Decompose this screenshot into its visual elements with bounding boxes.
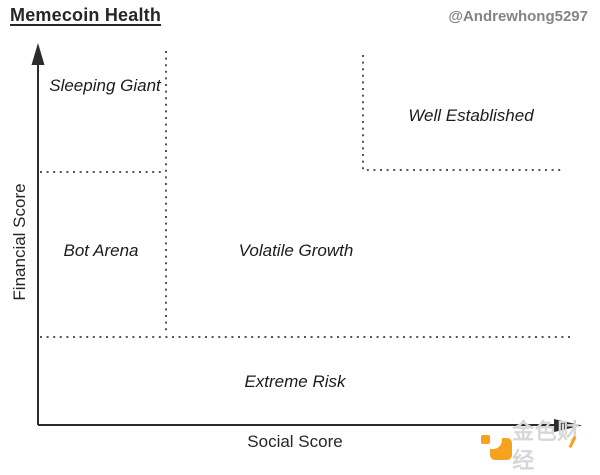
jinse-finance-watermark: 金色财经 xyxy=(480,419,600,473)
page-title: Memecoin Health xyxy=(10,5,162,25)
logo-dot-shape xyxy=(481,434,490,444)
jinse-logo-icon xyxy=(480,432,512,461)
region-label-bot-arena: Bot Arena xyxy=(63,241,139,260)
memecoin-health-diagram: Memecoin Health @Andrewhong5297 Sleeping… xyxy=(10,5,600,473)
logo-notch-shape xyxy=(490,437,502,449)
region-label-extreme-risk: Extreme Risk xyxy=(244,372,346,391)
x-axis-label: Social Score xyxy=(247,432,343,451)
x-axis-arrowhead-icon xyxy=(554,419,582,432)
y-axis-label: Financial Score xyxy=(10,183,29,301)
axes-and-dividers xyxy=(31,43,582,432)
jinse-logo-text: 金色财经 xyxy=(512,419,580,473)
region-label-volatile-growth: Volatile Growth xyxy=(238,241,354,260)
author-handle: @Andrewhong5297 xyxy=(448,8,588,25)
region-label-well-established: Well Established xyxy=(408,106,534,125)
y-axis-arrowhead-icon xyxy=(31,43,45,65)
region-label-sleeping-giant: Sleeping Giant xyxy=(49,76,161,95)
